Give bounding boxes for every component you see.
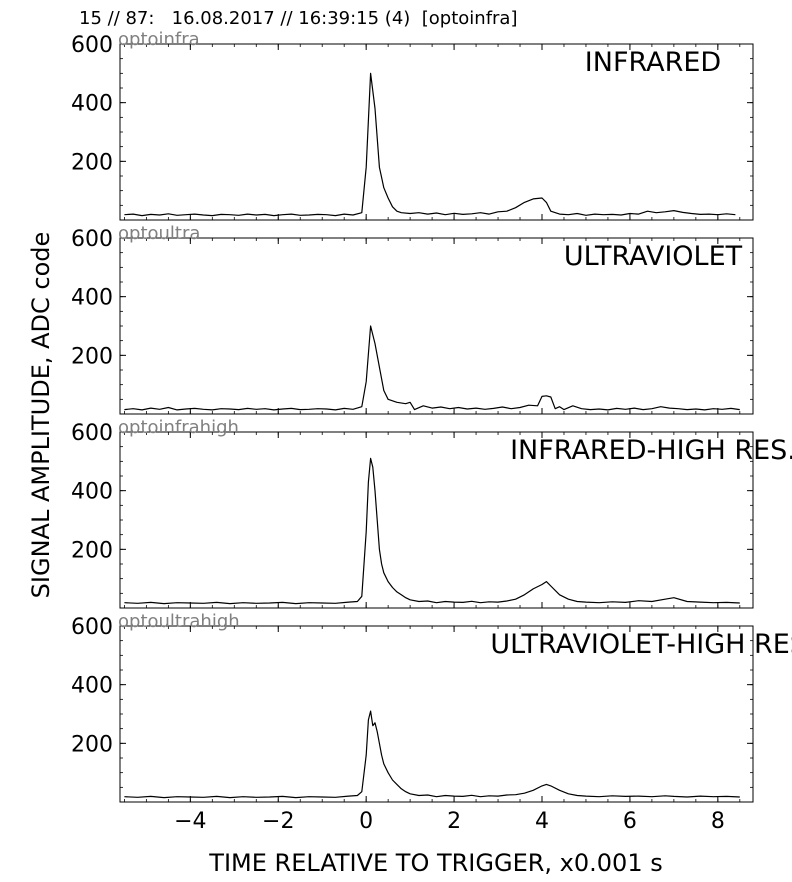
panel-title: ULTRAVIOLET-HIGH RES.: [490, 629, 792, 660]
y-tick-label: 600: [71, 227, 113, 252]
plot-frame: [119, 237, 754, 415]
figure-header-title: 15 // 87: 16.08.2017 // 16:39:15 (4) [op…: [79, 8, 518, 29]
y-tick-label: 400: [71, 286, 113, 311]
y-tick-label: 600: [71, 33, 113, 58]
x-tick-label: −2: [262, 809, 294, 834]
panel-title: ULTRAVIOLET: [564, 241, 743, 272]
x-tick-label: 4: [535, 809, 549, 834]
plot-frame: [119, 625, 754, 803]
plot-frame: [119, 431, 754, 609]
x-tick-label: −4: [174, 809, 206, 834]
channel-label: optoinfrahigh: [118, 417, 239, 438]
series-line-optoultra: [124, 325, 740, 411]
series-line-optoultrahigh: [124, 710, 740, 799]
panel-optoinfrahigh: 200 400 600 optoinfrahigh INFRARED-HIGH RES.: [71, 417, 792, 609]
y-axis-label: SIGNAL AMPLITUDE, ADC code: [27, 232, 55, 599]
panel-optoinfra: 200 400 600 optoinfra INFRARED: [71, 29, 754, 221]
y-tick-label: 400: [71, 674, 113, 699]
x-tick-label: 6: [623, 809, 637, 834]
x-tick-label: 8: [711, 809, 725, 834]
plot-frame: [119, 43, 754, 221]
y-tick-label: 200: [71, 150, 113, 175]
panel-title: INFRARED: [585, 47, 721, 78]
y-tick-label: 400: [71, 92, 113, 117]
panel-optoultra: 200 400 600 optoultra ULTRAVIOLET: [71, 223, 754, 415]
x-tick-label: 0: [359, 809, 373, 834]
x-axis-label: TIME RELATIVE TO TRIGGER, x0.001 s: [208, 849, 662, 877]
y-tick-label: 600: [71, 615, 113, 640]
x-tick-label: 2: [447, 809, 461, 834]
channel-label: optoultrahigh: [118, 611, 240, 632]
series-line-optoinfra: [124, 72, 736, 217]
channel-label: optoinfra: [118, 29, 200, 50]
y-tick-label: 200: [71, 538, 113, 563]
channel-label: optoultra: [118, 223, 200, 244]
series-line-optoinfrahigh: [124, 457, 740, 605]
y-tick-label: 600: [71, 421, 113, 446]
y-tick-label: 200: [71, 344, 113, 369]
panel-title: INFRARED-HIGH RES.: [510, 435, 792, 466]
panel-optoultrahigh: 200 400 600 optoultrahigh ULTRAVIOLET-HIGH R…: [71, 611, 792, 803]
y-tick-label: 400: [71, 480, 113, 505]
y-tick-label: 200: [71, 732, 113, 757]
